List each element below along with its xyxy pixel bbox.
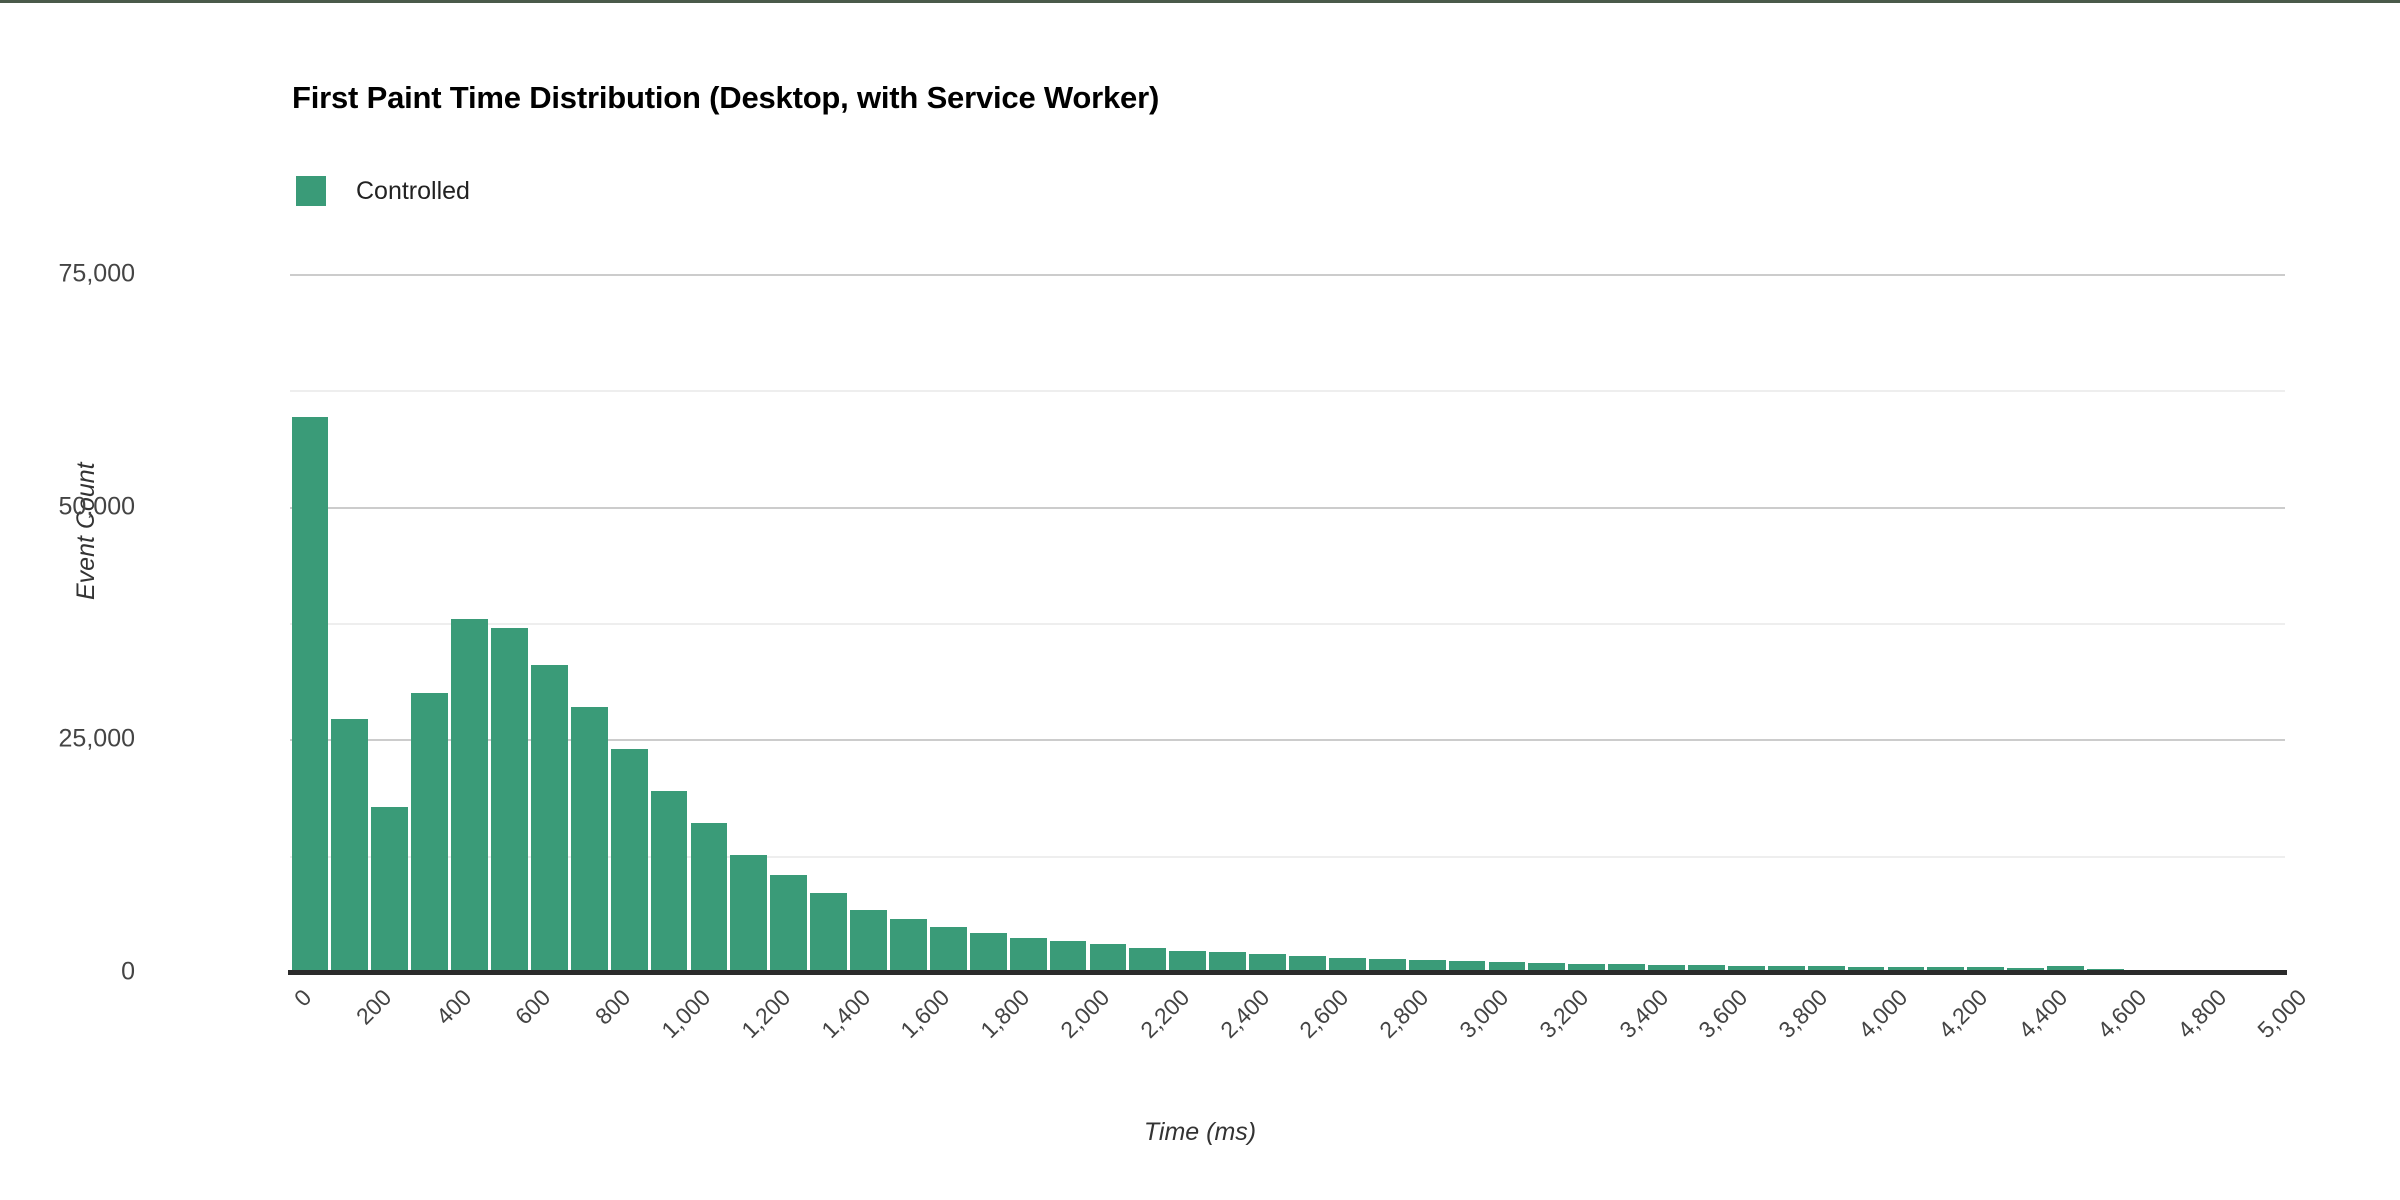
bar[interactable] [1368, 958, 1406, 972]
bar[interactable] [1009, 937, 1047, 972]
bar[interactable] [1688, 965, 1725, 972]
bar[interactable] [1169, 950, 1207, 972]
bar[interactable] [1608, 964, 1646, 972]
bar[interactable] [1488, 962, 1526, 972]
x-tick-label: 400 [430, 984, 476, 1030]
bar[interactable] [1209, 952, 1247, 972]
x-tick-label: 2,600 [1294, 984, 1354, 1044]
bar[interactable] [1049, 941, 1087, 972]
x-axis-title: Time (ms) [1143, 1118, 1257, 1146]
bar[interactable] [770, 875, 808, 972]
bar[interactable] [1887, 966, 1925, 972]
x-tick-label: 3,200 [1534, 984, 1594, 1044]
bar[interactable] [690, 823, 728, 972]
x-tick-label: 4,600 [2092, 984, 2152, 1044]
y-axis-title: Event Count [72, 462, 100, 600]
bar[interactable] [1328, 957, 1366, 972]
x-tick-label: 0 [288, 984, 317, 1012]
bar[interactable] [1568, 963, 1606, 972]
bar[interactable] [1528, 963, 1566, 972]
y-tick-label: 75,000 [58, 259, 135, 288]
x-tick-label: 4,000 [1853, 984, 1913, 1044]
y-tick-label: 0 [121, 957, 135, 986]
x-tick-label: 5,000 [2252, 984, 2312, 1044]
gridline-minor [290, 390, 2285, 393]
bar[interactable] [291, 417, 329, 972]
gridline-major [290, 739, 2285, 742]
gridline-major [290, 506, 2285, 509]
x-tick-label: 1,200 [736, 984, 796, 1044]
x-tick-label: 3,600 [1693, 984, 1753, 1044]
bar[interactable] [730, 854, 768, 972]
bar[interactable] [530, 664, 568, 972]
bar[interactable] [1648, 964, 1685, 972]
bar[interactable] [1089, 944, 1127, 972]
x-tick-label: 600 [510, 984, 556, 1030]
x-tick-label: 2,400 [1214, 984, 1274, 1044]
bar[interactable] [1448, 961, 1486, 972]
bar[interactable] [1927, 967, 1965, 972]
bar[interactable] [1249, 954, 1286, 972]
bar[interactable] [411, 692, 449, 972]
bar[interactable] [570, 706, 608, 972]
bar[interactable] [969, 932, 1007, 972]
x-tick-label: 2,000 [1055, 984, 1115, 1044]
x-tick-label: 2,200 [1135, 984, 1195, 1044]
x-tick-label: 4,800 [2172, 984, 2232, 1044]
x-axis-line [288, 970, 2287, 975]
chart-legend: Controlled [296, 176, 470, 206]
bar[interactable] [491, 627, 528, 972]
x-tick-label: 1,600 [895, 984, 955, 1044]
bar[interactable] [2047, 966, 2084, 972]
x-tick-label: 1,000 [656, 984, 716, 1044]
plot-area [290, 274, 2285, 972]
bar[interactable] [1129, 947, 1167, 972]
bar[interactable] [1767, 965, 1805, 972]
bar[interactable] [650, 790, 688, 972]
chart-title: First Paint Time Distribution (Desktop, … [292, 80, 1160, 115]
bar[interactable] [331, 718, 369, 972]
y-tick-label: 50,000 [58, 492, 135, 521]
bar[interactable] [1289, 956, 1326, 972]
gridline-major [290, 274, 2285, 276]
bar[interactable] [1847, 966, 1885, 972]
bar[interactable] [2007, 967, 2045, 972]
bar[interactable] [1408, 960, 1446, 972]
x-tick-label: 2,800 [1374, 984, 1434, 1044]
y-tick-label: 25,000 [58, 724, 135, 753]
gridline-minor [290, 623, 2285, 625]
bar[interactable] [451, 619, 488, 972]
bar[interactable] [371, 807, 409, 972]
bar[interactable] [1727, 965, 1765, 972]
bar[interactable] [610, 748, 648, 972]
gridline-minor [290, 855, 2285, 858]
bar[interactable] [850, 909, 887, 972]
bar[interactable] [1967, 967, 2005, 972]
x-tick-label: 800 [590, 984, 636, 1030]
x-tick-label: 1,400 [815, 984, 875, 1044]
top-divider [0, 0, 2400, 3]
x-tick-label: 200 [350, 984, 397, 1030]
bar[interactable] [810, 892, 848, 972]
bar[interactable] [929, 927, 967, 972]
x-tick-label: 3,000 [1454, 984, 1514, 1044]
x-tick-label: 4,400 [2012, 984, 2072, 1044]
x-tick-label: 3,800 [1773, 984, 1833, 1044]
legend-label-controlled: Controlled [356, 176, 470, 205]
x-tick-label: 1,800 [975, 984, 1035, 1044]
legend-swatch-controlled [296, 176, 326, 206]
bar[interactable] [890, 918, 927, 972]
x-tick-label: 3,400 [1613, 984, 1673, 1044]
x-tick-label: 4,200 [1933, 984, 1993, 1044]
bar[interactable] [1807, 966, 1845, 972]
